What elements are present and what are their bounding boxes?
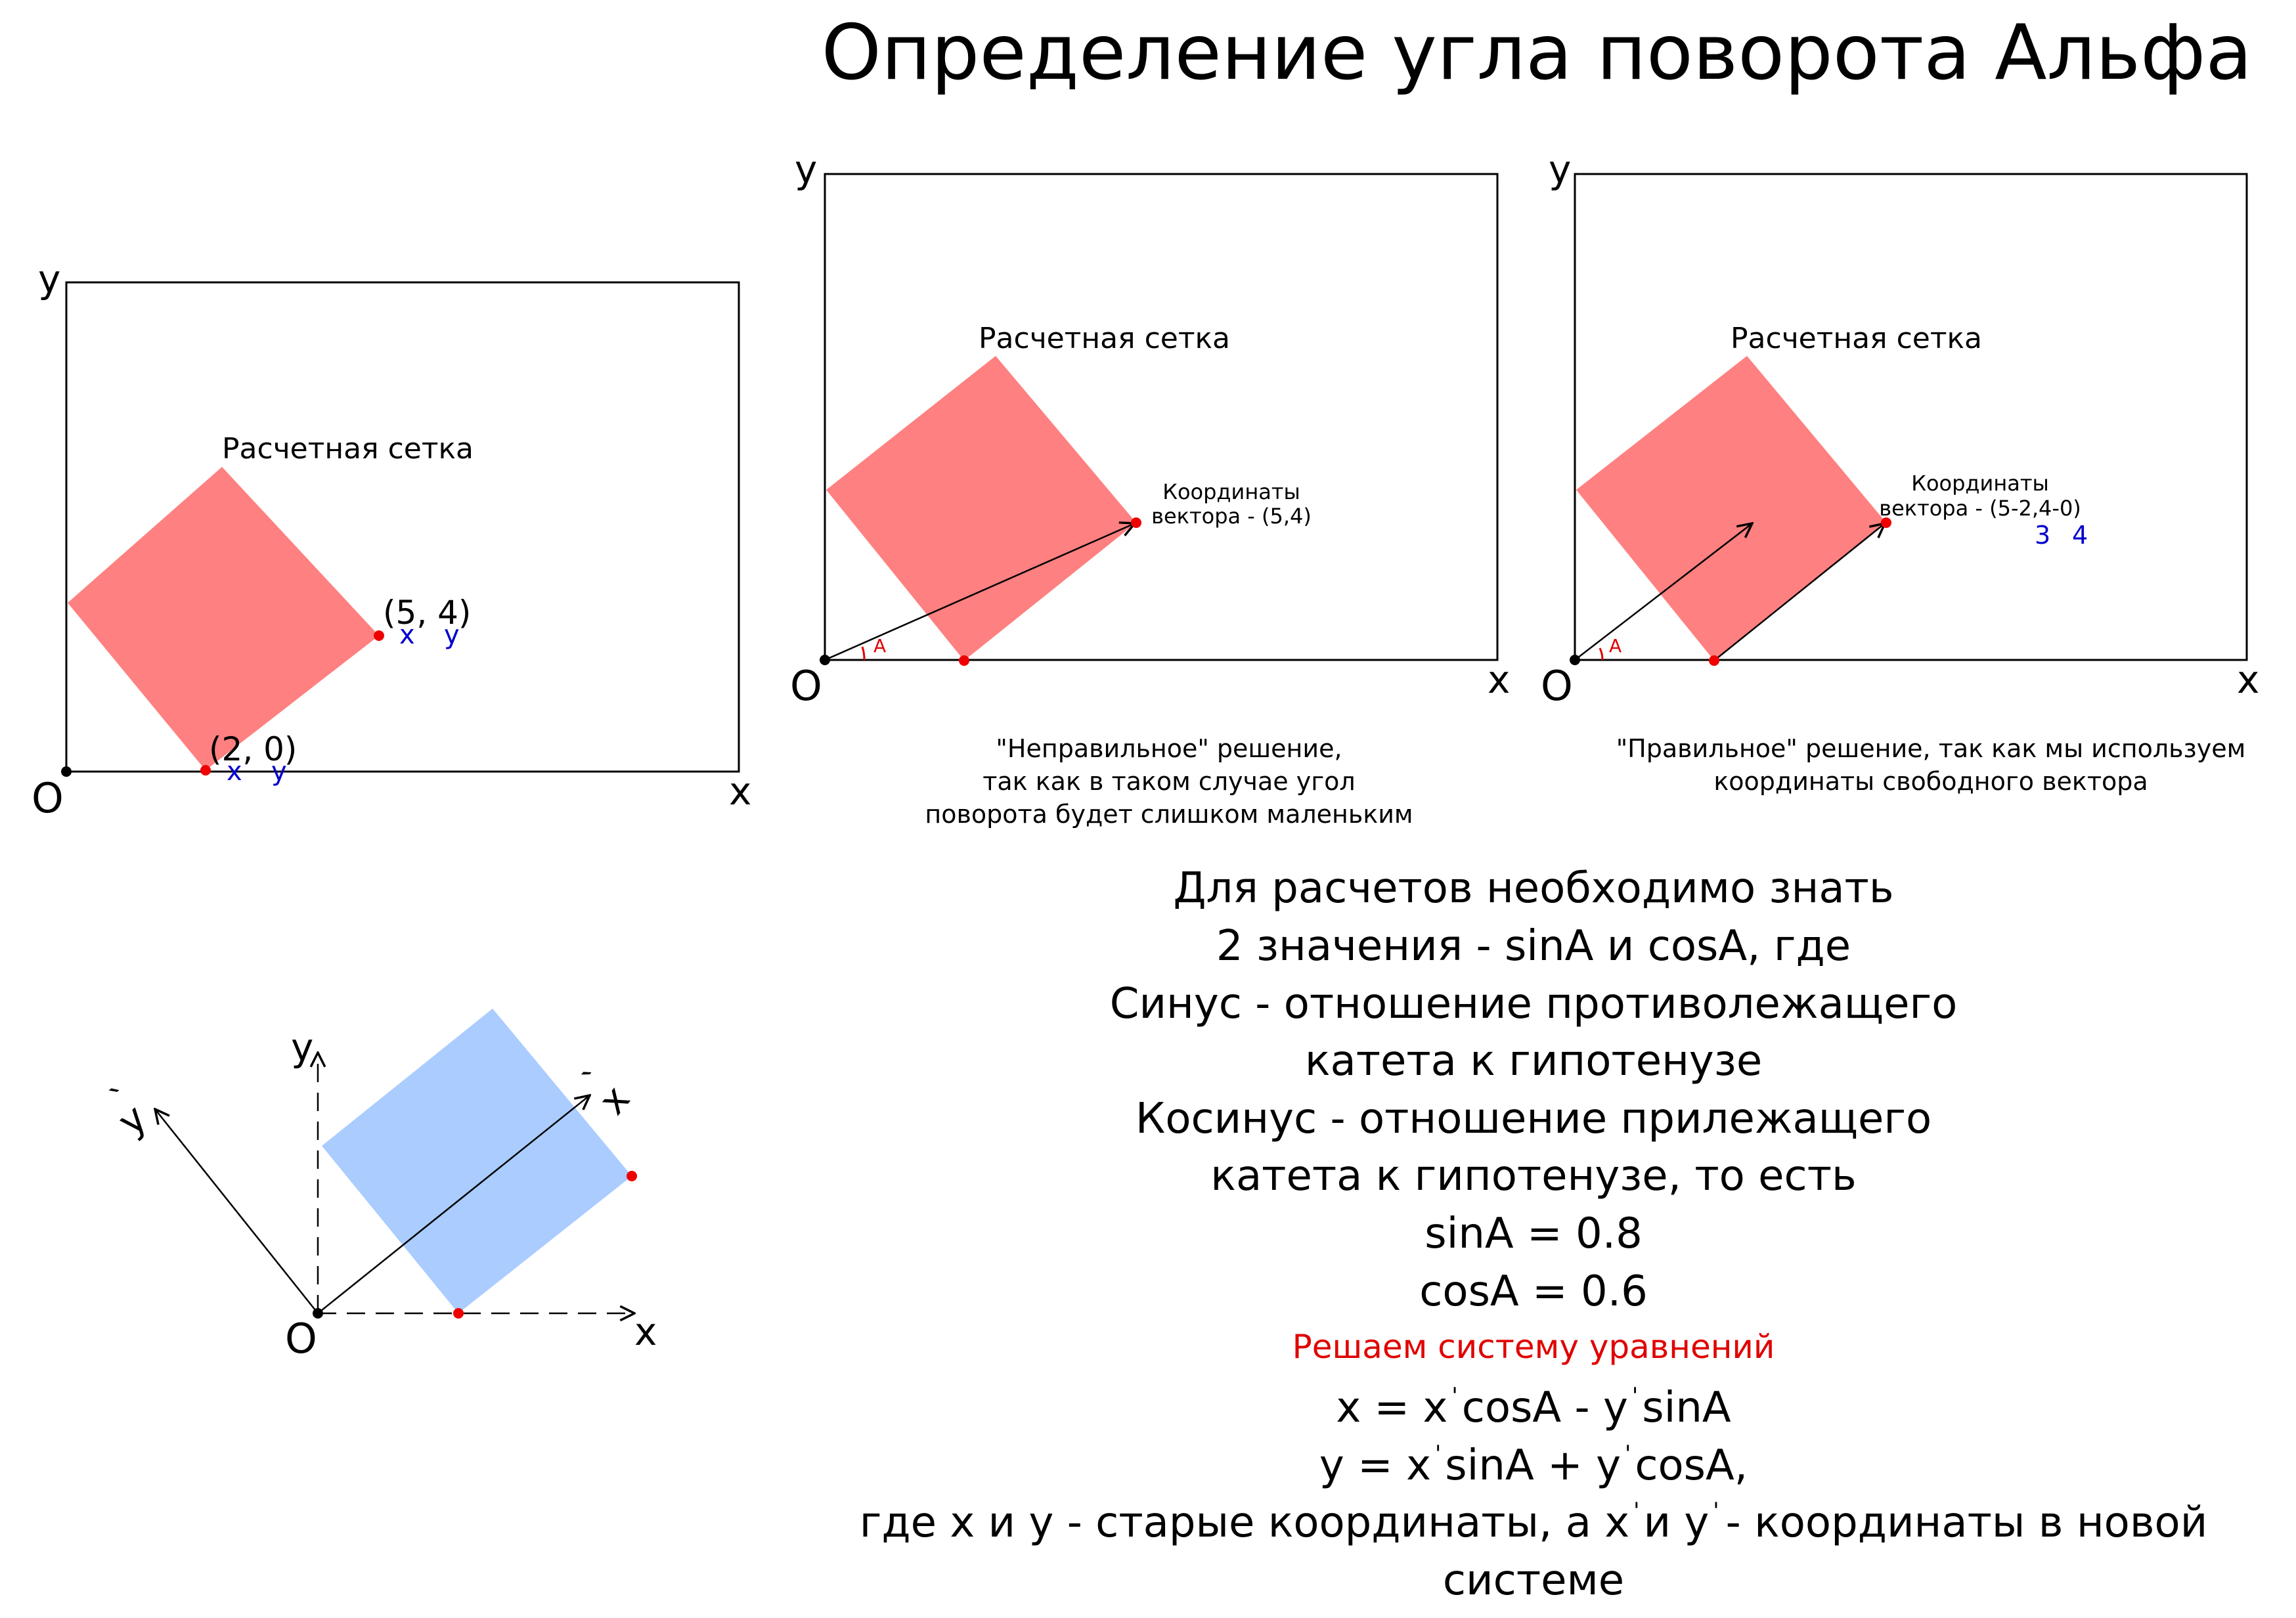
panel-2-angle-arc	[861, 646, 866, 661]
panel-1-point-top	[374, 630, 384, 641]
equation-1-part-c: sinA	[1642, 1384, 1731, 1432]
panel-3-value-x: 3	[2035, 521, 2050, 550]
explanation-note-part-b: и y	[1643, 1498, 1709, 1547]
panel-1-grid-label: Расчетная сетка	[222, 432, 474, 466]
panel-4-x-new-axis	[317, 1095, 590, 1314]
panel-3-free-vector-arrow	[1574, 523, 1752, 661]
panel-1-point-bottom-x: x	[227, 756, 242, 787]
panel-3-y-label: y	[1549, 147, 1571, 192]
panel-1-origin-label: O	[32, 774, 64, 822]
explanation-cos-value: cosA = 0.6	[1419, 1267, 1648, 1316]
panel-4-rotated-axes: y x O y ` x `	[104, 1009, 657, 1363]
panel-1-point-bottom-label: (2, 0)	[209, 730, 297, 768]
panel-1-frame	[65, 281, 740, 773]
explanation-note-end: системе	[1443, 1556, 1624, 1605]
explanation-line-1: Для расчетов необходимо знать	[1173, 864, 1893, 913]
panel-1-point-bottom	[200, 765, 211, 776]
panel-3-angle-arc	[1599, 647, 1604, 661]
panel-2-caption-line2: так как в таком случае угол	[982, 767, 1355, 796]
equation-2-part-a: y = x	[1319, 1441, 1431, 1490]
panel-3-point-bottom	[1709, 655, 1719, 666]
explanation-note-part-c: - координаты в новой	[1726, 1498, 2208, 1547]
panel-4-origin-label: O	[285, 1315, 317, 1363]
panel-2-x-label: x	[1488, 657, 1510, 702]
panel-2-origin-label: O	[790, 662, 822, 710]
panel-4-point-bottom	[453, 1308, 464, 1319]
explanation-note-prime-1: '	[1633, 1498, 1639, 1524]
equation-1-prime-2: '	[1632, 1383, 1638, 1409]
panel-3-angle-label: A	[1609, 635, 1622, 657]
panel-3-origin-label: O	[1541, 662, 1573, 710]
explanation-line-2: 2 значения - sinA и cosA, где	[1216, 922, 1851, 971]
panel-3-coord-line1: Координаты	[1911, 471, 2049, 496]
panel-3-point-end	[1881, 517, 1891, 528]
panel-2-coord-line1: Координаты	[1162, 479, 1300, 504]
panel-4-y-label: y	[291, 1025, 313, 1070]
panel-1-x-label: x	[729, 769, 751, 814]
panel-1-y-label: y	[38, 257, 60, 301]
explanation-block: Для расчетов необходимо знать 2 значения…	[860, 864, 2208, 1605]
equation-1-prime-1: '	[1451, 1383, 1457, 1409]
panel-2-grid-label: Расчетная сетка	[979, 322, 1230, 355]
explanation-note-part-a: где x и y - старые координаты, а x	[860, 1498, 1629, 1547]
panel-2-angle-label: A	[873, 635, 886, 657]
panel-2-origin-dot	[820, 655, 830, 665]
explanation-line-5: Косинус - отношение прилежащего	[1136, 1095, 1932, 1143]
panel-3-vector-arrow	[1713, 523, 1885, 661]
explanation-highlight: Решаем систему уравнений	[1292, 1328, 1775, 1366]
panel-3-frame	[1574, 173, 2248, 661]
panel-2-point-bottom	[959, 655, 969, 666]
equation-1-part-b: cosA - y	[1462, 1384, 1628, 1432]
explanation-line-4: катета к гипотенузе	[1305, 1037, 1762, 1085]
panel-3-caption-line1: "Правильное" решение, так как мы использ…	[1616, 734, 2246, 763]
panel-2-frame	[824, 173, 1499, 661]
panel-3-grid-label: Расчетная сетка	[1731, 322, 1982, 355]
panel-2-caption-line1: "Неправильное" решение,	[996, 734, 1342, 763]
panel-3-x-label: x	[2237, 657, 2259, 702]
equation-1: x = x'cosA - y'sinA	[1336, 1383, 1731, 1432]
explanation-note-prime-2: '	[1713, 1498, 1719, 1524]
panel-2-grid-square	[826, 356, 1136, 661]
panel-3-coord-line2: вектора - (5-2,4-0)	[1879, 496, 2081, 521]
panel-1-point-top-x: x	[399, 620, 415, 650]
explanation-line-3: Синус - отношение противолежащего	[1110, 980, 1957, 1028]
equation-2-prime-1: '	[1435, 1441, 1441, 1467]
equation-2-part-b: sinA + y	[1445, 1441, 1621, 1490]
page-title: Определение угла поворота Альфа	[822, 9, 2253, 97]
panel-2-y-label: y	[795, 147, 817, 192]
panel-2-point-end	[1131, 517, 1141, 528]
equation-2-part-c: cosA,	[1635, 1441, 1748, 1490]
explanation-line-6: катета к гипотенузе, то есть	[1210, 1152, 1856, 1200]
explanation-sin-value: sinA = 0.8	[1424, 1210, 1643, 1258]
panel-1-grid-square	[68, 467, 379, 770]
panel-3-caption-line2: координаты свободного вектора	[1713, 767, 2148, 796]
panel-4-point-right	[627, 1171, 637, 1181]
panel-1-original-grid: y x O Расчетная сетка (5, 4) x y (2, 0) …	[32, 257, 751, 822]
equation-2: y = x'sinA + y'cosA,	[1319, 1441, 1748, 1490]
panel-2-coord-line2: вектора - (5,4)	[1151, 504, 1312, 529]
panel-3-value-y: 4	[2072, 521, 2088, 550]
equation-2-prime-2: '	[1625, 1441, 1631, 1467]
panel-3-origin-dot	[1570, 655, 1580, 665]
panel-4-origin-dot	[313, 1308, 323, 1319]
explanation-note: где x и y - старые координаты, а x'и y ' -…	[860, 1498, 2208, 1547]
panel-2-vector-arrow	[824, 523, 1135, 661]
panel-3-grid-square	[1576, 356, 1886, 661]
panel-4-rotated-square	[322, 1009, 632, 1313]
panel-1-point-top-y: y	[444, 620, 460, 650]
panel-4-x-label: x	[634, 1309, 657, 1354]
panel-4-y-new-axis	[155, 1109, 319, 1314]
panel-3-right-solution: y x O Расчетная сетка Координаты вектора…	[1541, 147, 2259, 796]
panel-1-point-bottom-y: y	[271, 756, 287, 787]
panel-1-origin-dot	[61, 766, 72, 777]
equation-1-part-a: x = x	[1336, 1384, 1447, 1432]
panel-1-point-top-label: (5, 4)	[383, 594, 471, 632]
panel-2-caption-line3: поворота будет слишком маленьким	[925, 800, 1413, 829]
panel-2-wrong-solution: y x O Расчетная сетка Координаты вектора…	[790, 147, 1510, 829]
